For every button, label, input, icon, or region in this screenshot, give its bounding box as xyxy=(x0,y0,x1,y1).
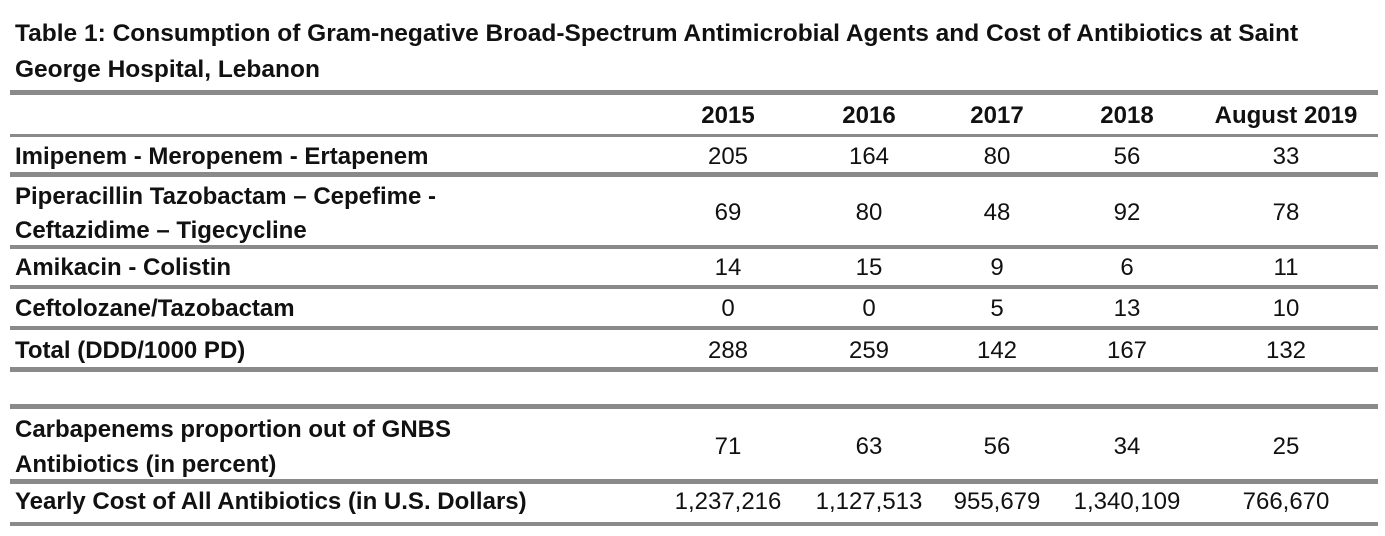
table-cell: 0 xyxy=(721,295,735,322)
table-cell: 56 xyxy=(983,433,1011,460)
table-rule xyxy=(10,367,1378,372)
table-rule xyxy=(10,90,1378,95)
table-cell: 25 xyxy=(1272,433,1300,460)
table-cell: 13 xyxy=(1113,295,1141,322)
table-cell: 167 xyxy=(1106,337,1148,364)
table-cell: 164 xyxy=(848,143,890,170)
table-rule xyxy=(10,134,1378,137)
table-cell: 259 xyxy=(848,337,890,364)
row-label: Amikacin - Colistin xyxy=(15,254,232,281)
table-cell: 69 xyxy=(714,199,742,226)
column-header: 2018 xyxy=(1100,102,1154,129)
table-cell: 1,237,216 xyxy=(674,488,782,515)
table-cell: 6 xyxy=(1120,254,1134,281)
table-cell: 205 xyxy=(707,143,749,170)
table-rule xyxy=(10,326,1378,330)
table-rule xyxy=(10,479,1378,484)
row-label: Piperacillin Tazobactam – Cepefime - xyxy=(15,183,437,210)
row-label: Ceftolozane/Tazobactam xyxy=(15,295,295,322)
row-label: Yearly Cost of All Antibiotics (in U.S. … xyxy=(15,488,527,515)
table-cell: 1,340,109 xyxy=(1073,488,1181,515)
table-cell: 92 xyxy=(1113,199,1141,226)
table-cell: 9 xyxy=(990,254,1004,281)
table-title: Table 1: Consumption of Gram-negative Br… xyxy=(15,20,1299,83)
table-cell: 15 xyxy=(855,254,883,281)
table-rule xyxy=(10,404,1378,409)
column-header: 2017 xyxy=(970,102,1024,129)
table-cell: 766,670 xyxy=(1242,488,1330,515)
table-rule xyxy=(10,522,1378,526)
table-rule xyxy=(10,172,1378,177)
table-cell: 11 xyxy=(1273,254,1299,281)
table-cell: 1,127,513 xyxy=(815,488,923,515)
table-cell: 56 xyxy=(1113,143,1141,170)
column-header: 2015 xyxy=(701,102,755,129)
column-header: 2016 xyxy=(842,102,896,129)
column-header: August 2019 xyxy=(1214,102,1358,129)
table-rule xyxy=(10,245,1378,249)
table-cell: 10 xyxy=(1272,295,1300,322)
row-label: Carbapenems proportion out of GNBS xyxy=(15,416,452,443)
table-cell: 78 xyxy=(1272,199,1300,226)
table-cell: 132 xyxy=(1265,337,1307,364)
row-label: Imipenem - Meropenem - Ertapenem xyxy=(15,143,429,170)
table-cell: 63 xyxy=(855,433,883,460)
table-cell: 5 xyxy=(990,295,1004,322)
table-cell: 14 xyxy=(714,254,742,281)
row-label: Total (DDD/1000 PD) xyxy=(15,337,246,364)
table-rule xyxy=(10,285,1378,289)
table-cell: 955,679 xyxy=(953,488,1041,515)
table-cell: 33 xyxy=(1272,143,1300,170)
table-cell: 142 xyxy=(976,337,1018,364)
table-cell: 34 xyxy=(1113,433,1141,460)
table-cell: 48 xyxy=(983,199,1011,226)
table-cell: 71 xyxy=(714,433,742,460)
table-cell: 80 xyxy=(855,199,883,226)
table-cell: 80 xyxy=(983,143,1011,170)
table-cell: 0 xyxy=(862,295,876,322)
row-label: Antibiotics (in percent) xyxy=(15,451,277,478)
table-cell: 288 xyxy=(707,337,749,364)
row-label: Ceftazidime – Tigecycline xyxy=(15,217,307,244)
